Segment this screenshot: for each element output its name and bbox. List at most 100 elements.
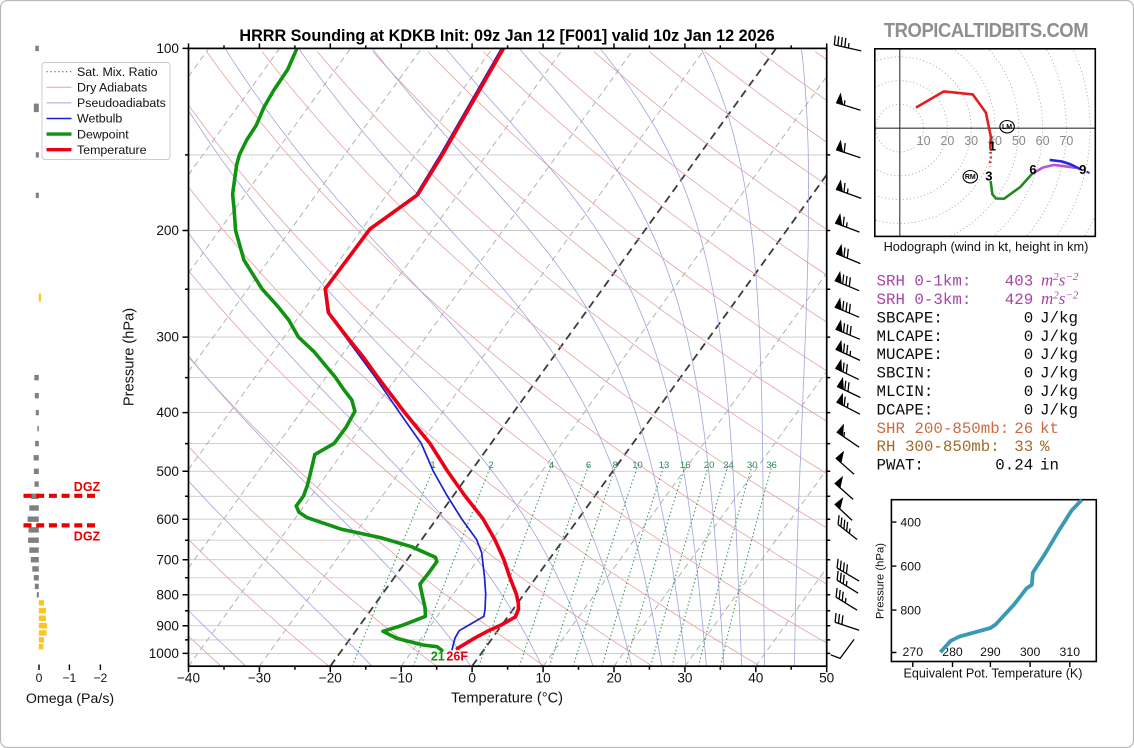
svg-text:0: 0 (1024, 309, 1033, 327)
svg-text:800: 800 (156, 587, 179, 602)
svg-text:1000: 1000 (149, 646, 180, 661)
svg-text:DGZ: DGZ (74, 480, 101, 494)
svg-text:MLCAPE:: MLCAPE: (877, 328, 943, 346)
svg-text:429: 429 (1005, 291, 1033, 309)
svg-text:DCAPE:: DCAPE: (877, 401, 934, 419)
svg-text:Equivalent Pot. Temperature (K: Equivalent Pot. Temperature (K) (904, 667, 1083, 681)
svg-text:−1: −1 (62, 671, 76, 685)
svg-text:0.24: 0.24 (995, 457, 1033, 475)
svg-text:Temperature (°C): Temperature (°C) (451, 691, 563, 707)
svg-text:20: 20 (704, 460, 715, 471)
svg-text:SBCIN:: SBCIN: (877, 365, 934, 383)
svg-text:30: 30 (677, 671, 693, 686)
svg-text:SHR 200-850mb:: SHR 200-850mb: (877, 420, 1010, 438)
svg-text:400: 400 (900, 515, 921, 529)
svg-text:Pressure (hPa): Pressure (hPa) (875, 543, 887, 619)
svg-text:600: 600 (156, 512, 179, 527)
svg-text:300: 300 (156, 330, 179, 345)
svg-text:8: 8 (613, 460, 618, 471)
svg-text:4: 4 (549, 460, 554, 471)
svg-text:0: 0 (1024, 383, 1033, 401)
svg-text:3: 3 (985, 168, 992, 183)
svg-text:10: 10 (632, 460, 643, 471)
svg-text:Pressure (hPa): Pressure (hPa) (122, 308, 138, 406)
svg-text:J/kg: J/kg (1040, 346, 1078, 364)
svg-text:50: 50 (1012, 134, 1026, 148)
svg-text:MLCIN:: MLCIN: (877, 383, 934, 401)
svg-text:J/kg: J/kg (1040, 383, 1078, 401)
svg-text:−2: −2 (93, 671, 107, 685)
svg-text:1: 1 (989, 138, 996, 153)
svg-text:Sat. Mix. Ratio: Sat. Mix. Ratio (77, 65, 158, 79)
svg-text:40: 40 (748, 671, 764, 686)
svg-text:6: 6 (1029, 162, 1036, 177)
svg-text:0: 0 (1024, 346, 1033, 364)
svg-text:SRH 0-1km:: SRH 0-1km: (877, 273, 972, 291)
svg-text:J/kg: J/kg (1040, 365, 1078, 383)
svg-text:Omega (Pa/s): Omega (Pa/s) (26, 691, 114, 707)
svg-text:−20: −20 (319, 671, 342, 686)
svg-text:m2s−2: m2s−2 (1041, 289, 1079, 308)
svg-text:%: % (1040, 438, 1050, 456)
svg-text:24: 24 (723, 460, 734, 471)
svg-text:J/kg: J/kg (1040, 328, 1078, 346)
svg-text:270: 270 (903, 645, 924, 659)
svg-text:Hodograph (wind in kt, height: Hodograph (wind in kt, height in km) (884, 239, 1089, 254)
svg-text:SBCAPE:: SBCAPE: (877, 309, 943, 327)
svg-text:200: 200 (156, 223, 179, 238)
svg-text:RM: RM (965, 174, 976, 181)
svg-text:J/kg: J/kg (1040, 309, 1078, 327)
svg-text:13: 13 (659, 460, 670, 471)
svg-text:20: 20 (606, 671, 622, 686)
svg-text:Wetbulb: Wetbulb (77, 112, 122, 126)
svg-text:0: 0 (468, 671, 476, 686)
svg-text:−40: −40 (177, 671, 200, 686)
svg-text:Dewpoint: Dewpoint (77, 127, 129, 141)
svg-text:20: 20 (940, 134, 954, 148)
svg-text:400: 400 (156, 405, 179, 420)
svg-text:16: 16 (680, 460, 691, 471)
svg-text:50: 50 (819, 671, 835, 686)
svg-text:30: 30 (747, 460, 758, 471)
svg-text:J/kg: J/kg (1040, 401, 1078, 419)
svg-text:6: 6 (586, 460, 591, 471)
svg-text:Pseudoadiabats: Pseudoadiabats (77, 96, 166, 110)
svg-text:in: in (1040, 457, 1059, 475)
svg-text:−10: −10 (390, 671, 413, 686)
svg-text:PWAT:: PWAT: (877, 457, 924, 475)
svg-text:DGZ: DGZ (74, 530, 101, 544)
svg-text:LM: LM (1002, 124, 1012, 131)
svg-text:21: 21 (431, 650, 445, 664)
svg-text:2: 2 (488, 460, 493, 471)
svg-text:26F: 26F (446, 650, 468, 664)
svg-text:−30: −30 (248, 671, 271, 686)
svg-text:0: 0 (1024, 328, 1033, 346)
svg-text:60: 60 (1036, 134, 1050, 148)
svg-text:SRH 0-3km:: SRH 0-3km: (877, 291, 972, 309)
svg-text:kt: kt (1040, 420, 1059, 438)
svg-text:9: 9 (1079, 162, 1086, 177)
svg-text:300: 300 (1020, 645, 1041, 659)
svg-text:Temperature: Temperature (77, 143, 147, 157)
svg-text:10: 10 (917, 134, 931, 148)
svg-text:0: 0 (1024, 401, 1033, 419)
svg-text:TROPICALTIDBITS.COM: TROPICALTIDBITS.COM (884, 19, 1088, 42)
svg-text:700: 700 (156, 552, 179, 567)
svg-text:10: 10 (536, 671, 552, 686)
svg-text:30: 30 (964, 134, 978, 148)
svg-text:280: 280 (942, 645, 963, 659)
svg-text:36: 36 (766, 460, 777, 471)
svg-text:70: 70 (1059, 134, 1073, 148)
svg-text:900: 900 (156, 618, 179, 633)
svg-text:MUCAPE:: MUCAPE: (877, 346, 943, 364)
svg-text:1: 1 (430, 460, 435, 471)
svg-text:403: 403 (1005, 273, 1033, 291)
svg-text:0: 0 (36, 671, 43, 685)
svg-text:310: 310 (1060, 645, 1081, 659)
svg-text:HRRR Sounding at KDKB Init: 09: HRRR Sounding at KDKB Init: 09z Jan 12 [… (239, 27, 774, 45)
svg-text:100: 100 (156, 41, 179, 56)
svg-text:290: 290 (980, 645, 1001, 659)
svg-text:500: 500 (156, 464, 179, 479)
svg-text:Dry Adiabats: Dry Adiabats (77, 81, 147, 95)
svg-text:0: 0 (1024, 365, 1033, 383)
